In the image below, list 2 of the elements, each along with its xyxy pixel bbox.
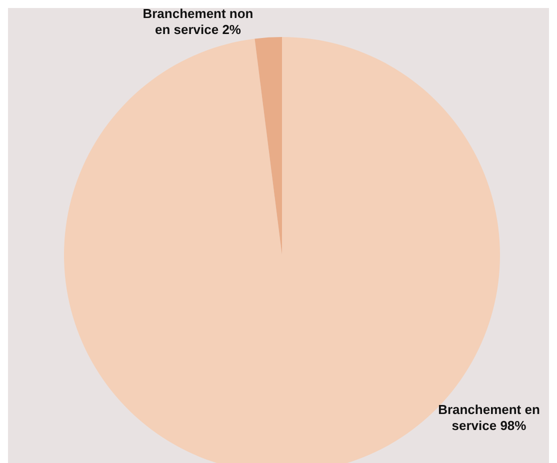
- slice-label: Branchement non en service 2%: [142, 6, 254, 37]
- slice-label: Branchement en service 98%: [438, 402, 540, 433]
